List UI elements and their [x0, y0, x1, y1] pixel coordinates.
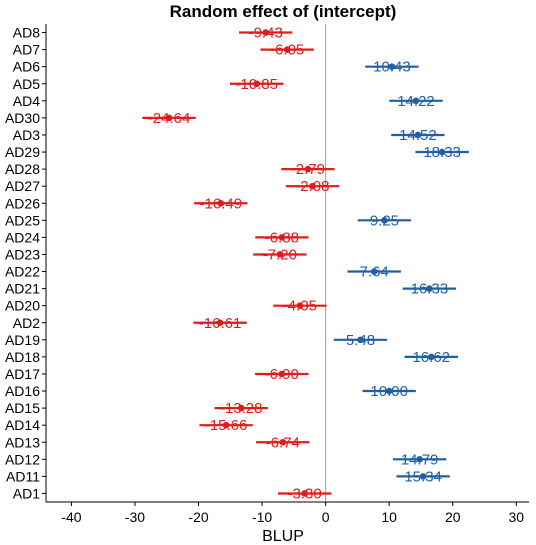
- data-label: -9.43: [249, 25, 283, 42]
- data-point: [438, 148, 446, 156]
- data-point: [385, 387, 393, 395]
- y-tick-label: AD20: [5, 298, 40, 314]
- y-tick-label: AD17: [5, 366, 40, 382]
- data-label: -6.74: [266, 434, 300, 451]
- data-point: [301, 490, 308, 497]
- y-tick-label: AD2: [13, 315, 40, 331]
- y-tick-label: AD19: [5, 332, 40, 348]
- data-label: 10.00: [370, 383, 408, 400]
- data-point: [279, 438, 287, 446]
- y-tick-label: AD12: [5, 451, 40, 467]
- data-label: -6.05: [270, 42, 304, 59]
- data-label: -10.85: [235, 76, 278, 93]
- data-point: [237, 404, 245, 412]
- data-point: [370, 268, 378, 275]
- data-label: 16.33: [411, 281, 449, 298]
- x-tick-label: -30: [125, 509, 145, 525]
- data-label: 14.52: [399, 127, 437, 144]
- y-tick-label: AD18: [5, 349, 40, 365]
- data-point: [414, 131, 422, 139]
- data-point: [412, 97, 420, 105]
- data-label: 9.25: [370, 212, 399, 229]
- data-label: -13.28: [220, 400, 263, 417]
- data-label: -15.66: [205, 417, 248, 434]
- y-tick-label: AD26: [5, 195, 40, 211]
- plot-area: -40 -30 -20 -10 0 10 20 30 AD8 -9.43 AD7 -6.05 AD6 10…: [5, 24, 529, 525]
- x-tick-label: 30: [509, 509, 525, 525]
- y-tick-label: AD7: [13, 42, 40, 58]
- data-label: -16.49: [200, 195, 243, 212]
- data-label: -2.08: [295, 178, 329, 195]
- y-tick-label: AD5: [13, 76, 40, 92]
- y-tick-label: AD21: [5, 281, 40, 297]
- y-tick-label: AD16: [5, 383, 40, 399]
- data-point: [427, 353, 435, 361]
- y-tick-label: AD1: [13, 485, 40, 501]
- data-label: 7.64: [360, 264, 389, 281]
- data-label: -4.05: [283, 298, 317, 315]
- y-tick-label: AD15: [5, 400, 40, 416]
- y-tick-label: AD13: [5, 434, 40, 450]
- y-tick-label: AD30: [5, 110, 40, 126]
- y-tick-label: AD28: [5, 161, 40, 177]
- x-tick-label: 0: [322, 509, 330, 525]
- data-label: 15.34: [404, 468, 442, 485]
- y-tick-label: AD3: [13, 127, 40, 143]
- data-point: [296, 302, 304, 309]
- data-label: 14.79: [401, 451, 439, 468]
- data-label: 16.62: [412, 349, 450, 366]
- x-tick-label: -20: [188, 509, 208, 525]
- data-label: -2.79: [291, 161, 325, 178]
- y-tick-label: AD29: [5, 144, 40, 160]
- x-tick-label: -40: [61, 509, 81, 525]
- x-tick-label: -10: [252, 509, 272, 525]
- data-point: [278, 370, 286, 378]
- y-tick-label: AD24: [5, 229, 40, 245]
- data-point: [416, 456, 423, 463]
- data-point: [357, 336, 364, 344]
- data-label: -3.30: [288, 485, 322, 502]
- data-point: [278, 234, 286, 241]
- data-point: [217, 199, 225, 207]
- data-label: -24.64: [148, 110, 191, 127]
- data-point: [309, 182, 316, 190]
- y-tick-label: AD23: [5, 246, 40, 262]
- data-label: -6.88: [265, 229, 299, 246]
- chart-title: Random effect of (intercept): [170, 2, 397, 21]
- data-point: [276, 251, 284, 258]
- data-point: [388, 63, 396, 70]
- y-tick-label: AD11: [6, 468, 40, 484]
- data-point: [419, 473, 427, 480]
- y-tick-label: AD4: [13, 93, 40, 109]
- x-tick-label: 10: [381, 509, 397, 525]
- data-point: [216, 319, 224, 327]
- data-label: -7.20: [263, 246, 297, 263]
- data-label: 5.48: [346, 332, 375, 349]
- data-label: -6.90: [265, 366, 299, 383]
- y-tick-label: AD25: [5, 212, 40, 228]
- data-label: 10.43: [373, 59, 411, 76]
- y-tick-label: AD22: [5, 264, 40, 280]
- data-point: [381, 217, 388, 224]
- x-axis-label: BLUP: [262, 528, 304, 545]
- data-label: 18.33: [423, 144, 461, 161]
- data-label: -16.61: [199, 315, 242, 332]
- data-point: [262, 29, 270, 36]
- data-label: 14.22: [397, 93, 435, 110]
- data-point: [165, 114, 173, 122]
- data-point: [304, 165, 312, 173]
- y-tick-label: AD27: [5, 178, 40, 194]
- y-tick-label: AD8: [13, 25, 40, 41]
- y-tick-label: AD14: [5, 417, 40, 433]
- data-point: [283, 46, 291, 53]
- data-point: [253, 80, 260, 88]
- y-tick-label: AD6: [13, 59, 40, 75]
- x-tick-label: 20: [445, 509, 461, 525]
- data-point: [222, 421, 230, 429]
- data-point: [426, 285, 433, 292]
